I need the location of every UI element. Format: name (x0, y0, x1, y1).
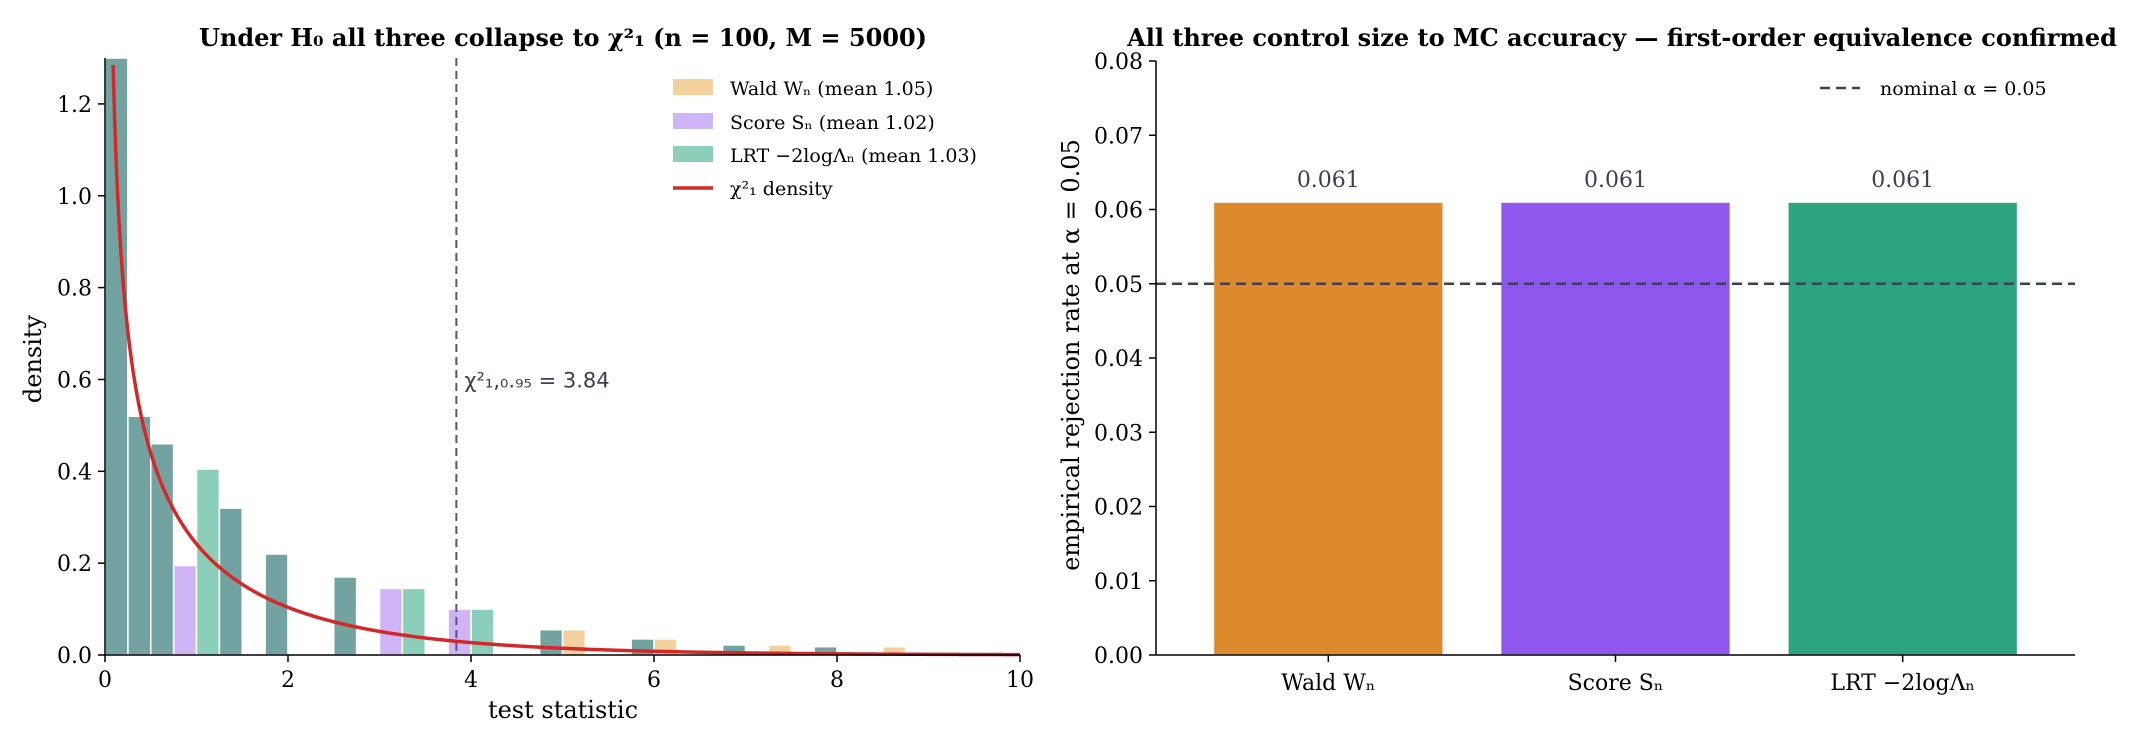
hist-bar-2-6 (333, 576, 358, 656)
rejection-rate-panel: All three control size to MC accuracy — … (1057, 23, 2117, 696)
right-y-tick-label-2: 0.02 (1094, 496, 1143, 521)
left-x-tick-label-5: 10 (1006, 668, 1034, 693)
rejection-bars: 0.061 0.061 0.061 (1212, 168, 2019, 656)
left-chart-title: Under H₀ all three collapse to χ²₁ (n = … (199, 23, 927, 52)
left-y-tick-label-1: 0.2 (57, 552, 92, 577)
left-y-tick-label-0: 0.0 (57, 644, 92, 669)
critical-value-label: χ²₁,₀.₉₅ = 3.84 (464, 368, 609, 392)
legend-label-score: Score Sₙ (mean 1.02) (730, 112, 935, 134)
left-x-tick-label-0: 0 (98, 668, 112, 693)
right-y-tick-label-5: 0.05 (1094, 273, 1143, 298)
hist-bar-1-8 (378, 587, 404, 656)
right-x-tick-label-0: Wald Wₙ (1281, 671, 1375, 696)
right-y-tick-label-7: 0.07 (1094, 124, 1143, 149)
right-y-tick-label-4: 0.04 (1094, 347, 1143, 372)
right-axes: 0.00 0.01 0.02 0.03 0.04 0.05 0.06 0.07 0.08 Wald… (1094, 50, 2075, 696)
hist-bar-0-13 (561, 628, 587, 656)
left-legend: Wald Wₙ (mean 1.05) Score Sₙ (mean 1.02)… (673, 78, 977, 200)
left-y-tick-label-5: 1.0 (57, 185, 92, 210)
bar-value-label-0: 0.061 (1297, 168, 1360, 193)
right-y-tick-label-3: 0.03 (1094, 421, 1143, 446)
left-y-tick-label-2: 0.4 (57, 460, 92, 485)
legend-label-density: χ²₁ density (730, 178, 833, 200)
rejection-bar-1 (1499, 201, 1732, 656)
legend-label-lrt: LRT −2logΛₙ (mean 1.03) (730, 145, 977, 167)
legend-swatch-score (673, 113, 713, 129)
hist-bar-2-9 (538, 628, 564, 656)
right-y-tick-label-0: 0.00 (1094, 644, 1143, 669)
left-y-tick-label-4: 0.8 (57, 277, 92, 302)
left-x-axis-label: test statistic (488, 696, 638, 724)
legend-label-wald: Wald Wₙ (mean 1.05) (730, 78, 933, 100)
right-legend: nominal α = 0.05 (1820, 78, 2047, 100)
hist-bar-2-8 (470, 608, 495, 656)
legend-swatch-lrt (673, 146, 713, 162)
right-x-tick-label-1: Score Sₙ (1568, 671, 1664, 696)
rejection-bar-0 (1212, 201, 1444, 656)
left-y-tick-label-6: 1.2 (57, 93, 92, 118)
right-chart-title: All three control size to MC accuracy — … (1126, 23, 2117, 52)
hist-bar-2-1 (127, 415, 152, 656)
right-x-tick-label-2: LRT −2logΛₙ (1830, 671, 1975, 696)
bar-value-label-2: 0.061 (1871, 168, 1934, 193)
hist-bar-2-2 (150, 443, 175, 656)
left-y-tick-label-3: 0.6 (57, 368, 92, 393)
chi2-density-curve (111, 65, 1020, 657)
histogram-bars (104, 57, 907, 656)
right-y-tick-label-8: 0.08 (1094, 50, 1143, 75)
right-y-axis-label: empirical rejection rate at α = 0.05 (1057, 139, 1085, 571)
right-y-tick-label-6: 0.06 (1094, 199, 1143, 224)
legend-swatch-wald (673, 79, 713, 95)
hist-bar-1-10 (447, 608, 472, 656)
right-y-tick-label-1: 0.01 (1094, 570, 1143, 595)
left-x-tick-label-3: 6 (647, 668, 661, 693)
hist-bar-1-3 (172, 564, 198, 656)
left-axes: 0 2 4 6 8 10 0.0 0.2 0.4 0.6 0.8 1.0 1.2 (57, 58, 1034, 693)
left-x-tick-label-2: 4 (464, 668, 478, 693)
hist-bar-2-7 (401, 587, 426, 656)
left-x-tick-label-1: 2 (281, 668, 295, 693)
histogram-panel: Under H₀ all three collapse to χ²₁ (n = … (19, 23, 1034, 724)
bar-value-label-1: 0.061 (1584, 168, 1647, 193)
legend-label-nominal: nominal α = 0.05 (1880, 78, 2047, 100)
left-y-axis-label: density (19, 314, 47, 403)
rejection-bar-2 (1787, 201, 2019, 656)
left-x-tick-label-4: 8 (830, 668, 844, 693)
